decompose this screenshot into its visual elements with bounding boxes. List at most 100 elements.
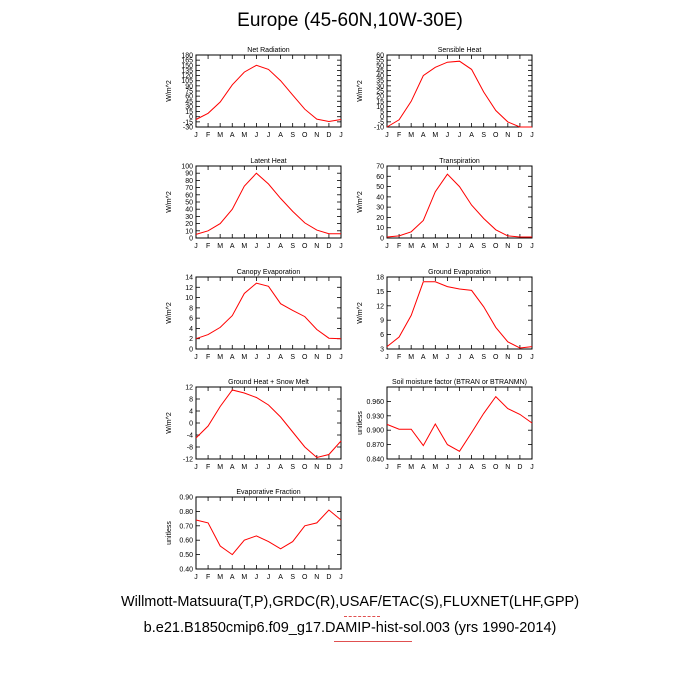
x-tick-label: J xyxy=(267,354,271,361)
x-tick-label: M xyxy=(217,354,223,361)
x-tick-label: N xyxy=(505,132,510,139)
x-tick-label: J xyxy=(530,243,534,250)
panel-title: Transpiration xyxy=(439,158,480,165)
x-tick-label: A xyxy=(469,464,474,471)
series-line xyxy=(386,60,532,128)
x-tick-label: J xyxy=(446,132,450,139)
y-tick-label: 0.60 xyxy=(179,538,193,545)
y-tick-label: 0 xyxy=(189,347,193,354)
x-tick-label: J xyxy=(458,132,462,139)
caption-underline-decoration xyxy=(334,641,412,642)
y-tick-label: 50 xyxy=(185,200,193,207)
y-axis-label: W/m^2 xyxy=(166,191,173,213)
x-tick-label: J xyxy=(194,354,198,361)
y-tick-label: 30 xyxy=(185,104,193,111)
plot-frame xyxy=(386,276,533,350)
y-tick-label: 30 xyxy=(185,214,193,221)
y-tick-label: 10 xyxy=(185,295,193,302)
x-tick-label: J xyxy=(255,574,259,581)
y-tick-label: -30 xyxy=(183,125,193,132)
x-tick-label: A xyxy=(278,243,283,250)
x-tick-label: M xyxy=(241,354,247,361)
y-tick-label: 10 xyxy=(376,225,384,232)
panel-title: Latent Heat xyxy=(250,158,286,165)
y-tick-label: 5 xyxy=(380,109,384,116)
y-tick-label: 15 xyxy=(376,99,384,106)
y-tick-label: 60 xyxy=(185,192,193,199)
y-tick-label: 10 xyxy=(185,228,193,235)
y-axis-label: W/m^2 xyxy=(357,302,364,324)
x-tick-label: S xyxy=(481,243,486,250)
x-tick-label: M xyxy=(432,243,438,250)
x-tick-label: J xyxy=(530,132,534,139)
x-tick-label: N xyxy=(314,243,319,250)
plot-frame xyxy=(195,496,342,570)
x-tick-label: J xyxy=(339,464,343,471)
x-tick-label: J xyxy=(339,574,343,581)
panel-title: Sensible Heat xyxy=(438,47,482,54)
y-tick-label: 70 xyxy=(185,185,193,192)
y-tick-label: -8 xyxy=(187,445,193,452)
x-tick-label: S xyxy=(481,132,486,139)
x-tick-label: A xyxy=(278,132,283,139)
x-tick-label: F xyxy=(397,354,401,361)
x-tick-label: M xyxy=(241,464,247,471)
plot-frame xyxy=(195,276,342,350)
y-tick-label: 30 xyxy=(376,83,384,90)
x-tick-label: A xyxy=(421,132,426,139)
x-tick-label: F xyxy=(206,243,210,250)
chart-panel-9: Evaporative Fraction unitless 0.40 0.50 0.60… xyxy=(166,489,343,581)
x-tick-label: S xyxy=(481,354,486,361)
x-tick-label: J xyxy=(194,132,198,139)
x-tick-label: S xyxy=(290,354,295,361)
y-tick-label: 75 xyxy=(185,89,193,96)
x-tick-label: O xyxy=(302,464,308,471)
x-tick-label: N xyxy=(314,464,319,471)
x-tick-label: M xyxy=(241,243,247,250)
panel-title: Ground Evaporation xyxy=(428,269,491,276)
x-tick-label: J xyxy=(385,464,389,471)
x-tick-label: M xyxy=(217,574,223,581)
x-tick-label: J xyxy=(446,243,450,250)
x-tick-label: M xyxy=(408,354,414,361)
x-tick-label: M xyxy=(432,132,438,139)
series-line xyxy=(195,389,342,459)
chart-panel-7: Ground Heat + Snow Melt W/m^2 -12 -8 -4 0 4 8 12… xyxy=(166,379,343,471)
x-tick-label: M xyxy=(408,464,414,471)
x-tick-label: J xyxy=(339,243,343,250)
y-tick-label: 135 xyxy=(181,68,193,75)
x-tick-label: S xyxy=(481,464,486,471)
y-axis-label: unitless xyxy=(357,411,364,435)
x-tick-label: M xyxy=(217,243,223,250)
y-axis-label: W/m^2 xyxy=(166,80,173,102)
x-tick-label: D xyxy=(517,354,522,361)
panel-title: Ground Heat + Snow Melt xyxy=(228,379,309,386)
y-axis-label: unitless xyxy=(166,521,173,545)
y-tick-label: 2 xyxy=(189,336,193,343)
x-tick-label: D xyxy=(326,354,331,361)
y-tick-label: 0.960 xyxy=(366,399,384,406)
y-tick-label: 8 xyxy=(189,305,193,312)
plot-frame xyxy=(386,165,533,239)
y-tick-label: 6 xyxy=(380,332,384,339)
x-tick-label: S xyxy=(290,464,295,471)
y-tick-label: -15 xyxy=(183,119,193,126)
x-tick-label: A xyxy=(469,354,474,361)
x-tick-label: A xyxy=(421,464,426,471)
x-tick-label: J xyxy=(458,354,462,361)
x-tick-label: N xyxy=(314,132,319,139)
x-tick-label: A xyxy=(469,243,474,250)
y-tick-label: 0.840 xyxy=(366,457,384,464)
y-tick-label: 10 xyxy=(376,104,384,111)
x-tick-label: J xyxy=(458,243,462,250)
y-axis-label: W/m^2 xyxy=(357,80,364,102)
y-tick-label: 15 xyxy=(185,109,193,116)
x-tick-label: M xyxy=(408,243,414,250)
x-tick-label: N xyxy=(314,574,319,581)
y-tick-label: 100 xyxy=(181,164,193,171)
x-tick-label: M xyxy=(408,132,414,139)
y-tick-label: 14 xyxy=(185,275,193,282)
y-tick-label: 15 xyxy=(376,289,384,296)
